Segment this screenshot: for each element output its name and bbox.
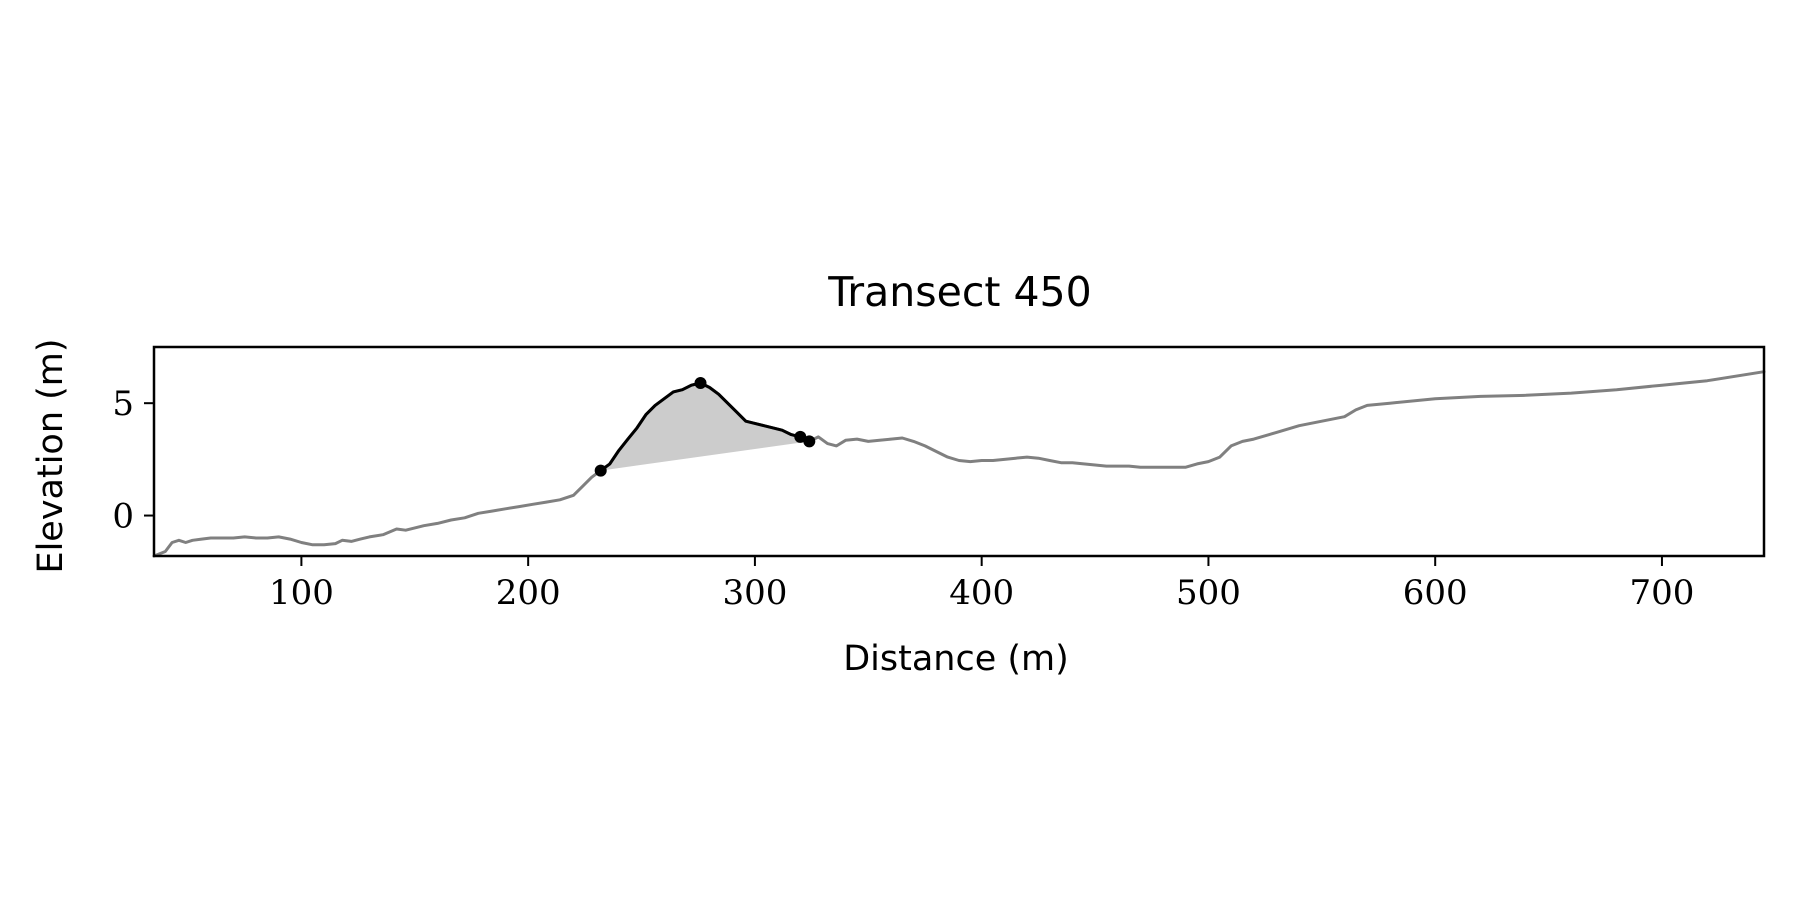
x-tick-label: 200 (496, 573, 561, 613)
y-axis-label: Elevation (m) (31, 338, 71, 573)
dune-point-1 (594, 464, 607, 477)
chart-title: Transect 450 (827, 268, 1091, 316)
dune-point-3 (794, 430, 807, 443)
plot-frame (152, 345, 1766, 558)
x-tick-label: 700 (1630, 573, 1695, 613)
profile-line (152, 370, 1766, 558)
dune-point-2 (694, 377, 707, 389)
x-tick-label: 600 (1403, 573, 1468, 613)
x-axis-label: Distance (m) (843, 639, 1069, 679)
y-tick-label: 0 (112, 497, 134, 537)
plot-area (152, 370, 1766, 558)
y-axis: 05 (112, 384, 154, 537)
shaded-dune-area (600, 383, 810, 471)
y-tick-label: 5 (112, 384, 134, 424)
x-axis: 100 200 300 400 500 600 700 (269, 556, 1694, 613)
x-tick-label: 500 (1176, 573, 1241, 613)
x-tick-label: 100 (269, 573, 334, 613)
dune-point-4 (803, 435, 816, 448)
x-tick-label: 300 (722, 573, 787, 613)
x-tick-label: 400 (949, 573, 1014, 613)
